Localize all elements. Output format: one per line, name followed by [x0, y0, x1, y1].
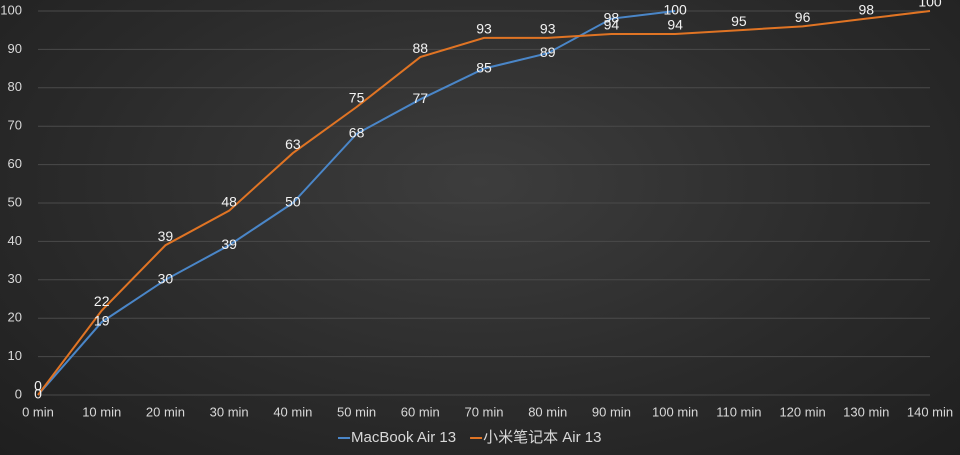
data-label: 39	[221, 236, 237, 252]
data-label: 93	[540, 21, 556, 37]
data-label: 19	[94, 313, 110, 329]
data-label: 63	[285, 136, 301, 152]
data-label: 85	[476, 59, 492, 75]
x-tick-label: 70 min	[464, 404, 503, 419]
legend-label: MacBook Air 13	[351, 429, 456, 446]
data-label: 96	[795, 9, 811, 25]
y-tick-label: 40	[8, 233, 22, 248]
y-tick-label: 50	[8, 194, 22, 209]
data-label: 100	[663, 2, 687, 18]
y-tick-label: 10	[8, 348, 22, 363]
data-label: 0	[34, 386, 42, 402]
data-label: 94	[667, 17, 683, 33]
data-label: 22	[94, 293, 110, 309]
y-tick-label: 100	[0, 2, 22, 17]
data-label: 75	[349, 90, 365, 106]
x-tick-label: 20 min	[146, 404, 185, 419]
y-tick-label: 80	[8, 79, 22, 94]
series-line	[37, 10, 676, 396]
x-tick-label: 0 min	[22, 404, 54, 419]
y-tick-label: 90	[8, 41, 22, 56]
x-tick-label: 90 min	[592, 404, 631, 419]
legend-label: 小米笔记本 Air 13	[483, 429, 601, 446]
x-tick-label: 120 min	[779, 404, 825, 419]
data-label: 0	[34, 378, 42, 394]
data-label: 94	[604, 17, 620, 33]
data-label: 88	[412, 40, 428, 56]
x-tick-label: 10 min	[82, 404, 121, 419]
data-label: 93	[476, 21, 492, 37]
y-tick-label: 20	[8, 310, 22, 325]
x-tick-label: 130 min	[843, 404, 889, 419]
data-label: 77	[412, 90, 428, 106]
x-tick-label: 30 min	[210, 404, 249, 419]
x-tick-label: 60 min	[401, 404, 440, 419]
data-label: 48	[221, 193, 237, 209]
data-label: 95	[731, 13, 747, 29]
data-label: 98	[858, 1, 874, 17]
y-tick-label: 60	[8, 156, 22, 171]
y-tick-label: 0	[15, 386, 22, 401]
x-tick-label: 140 min	[907, 404, 953, 419]
y-tick-label: 30	[8, 271, 22, 286]
x-tick-label: 80 min	[528, 404, 567, 419]
data-label: 89	[540, 44, 556, 60]
data-label: 98	[604, 9, 620, 25]
data-label: 30	[158, 271, 174, 287]
x-tick-label: 100 min	[652, 404, 698, 419]
series-line	[37, 10, 931, 396]
x-tick-label: 110 min	[716, 404, 761, 419]
x-tick-label: 40 min	[273, 404, 312, 419]
data-label: 100	[918, 0, 942, 10]
y-tick-label: 70	[8, 118, 22, 133]
data-label: 50	[285, 194, 301, 210]
x-tick-label: 50 min	[337, 404, 376, 419]
data-label: 39	[158, 228, 174, 244]
data-label: 68	[349, 125, 365, 141]
